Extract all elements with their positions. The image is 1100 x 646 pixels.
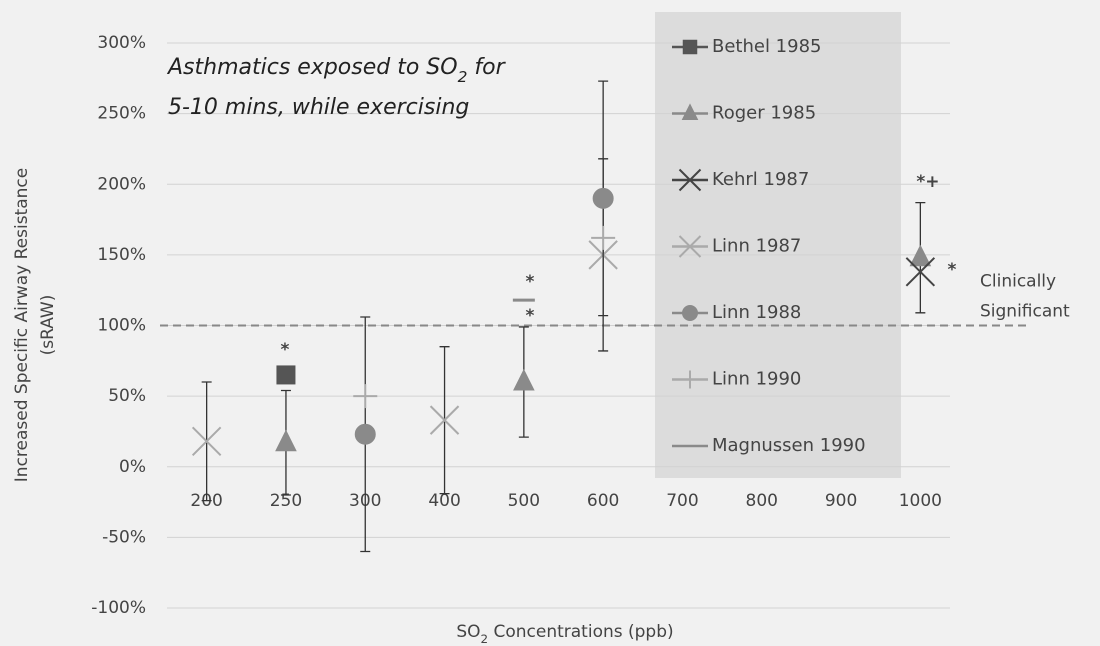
marker bbox=[429, 405, 460, 435]
marker bbox=[678, 168, 702, 192]
y-tick-label: 0% bbox=[119, 457, 146, 477]
annotation: *+ bbox=[916, 172, 939, 192]
x-tick-label: 600 bbox=[587, 491, 619, 511]
y-axis-title: Increased Specific Airway Resistance bbox=[12, 168, 32, 482]
annotation: * bbox=[526, 272, 535, 292]
reference-label: Clinically bbox=[980, 272, 1056, 292]
x-tick-label: 400 bbox=[428, 491, 460, 511]
legend-label: Bethel 1985 bbox=[712, 36, 822, 57]
legend-label: Linn 1987 bbox=[712, 236, 801, 257]
x-axis-title-part: Concentrations (ppb) bbox=[488, 622, 674, 642]
marker bbox=[681, 370, 699, 389]
marker bbox=[513, 368, 535, 391]
marker bbox=[909, 244, 932, 267]
legend-label: Kehrl 1987 bbox=[712, 169, 809, 190]
chart-title-part: for bbox=[467, 55, 506, 80]
x-axis-title-part: SO bbox=[456, 622, 480, 642]
marker bbox=[681, 103, 699, 120]
marker bbox=[353, 384, 378, 409]
y-tick-label: 150% bbox=[97, 245, 146, 265]
annotation: * bbox=[948, 260, 957, 280]
x-axis-title-part: 2 bbox=[481, 632, 489, 646]
marker bbox=[354, 423, 376, 445]
legend-label: Linn 1988 bbox=[712, 302, 801, 323]
marker bbox=[678, 235, 702, 258]
chart-title-part: 2 bbox=[458, 68, 468, 86]
chart-title: Asthmatics exposed to SO2 for bbox=[166, 55, 507, 86]
legend-label: Roger 1985 bbox=[712, 103, 816, 124]
marker bbox=[191, 426, 222, 457]
x-axis-title: SO2 Concentrations (ppb) bbox=[456, 622, 673, 646]
marker bbox=[682, 39, 698, 55]
x-tick-label: 700 bbox=[666, 491, 698, 511]
x-tick-label: 900 bbox=[825, 491, 857, 511]
y-tick-label: 100% bbox=[97, 316, 146, 336]
x-tick-label: 250 bbox=[270, 491, 302, 511]
y-tick-label: 300% bbox=[97, 33, 146, 53]
marker bbox=[591, 225, 616, 250]
x-tick-label: 800 bbox=[746, 491, 778, 511]
y-axis-title: (sRAW) bbox=[38, 295, 58, 356]
y-tick-label: 250% bbox=[97, 104, 146, 124]
marker bbox=[682, 305, 698, 321]
y-tick-label: 50% bbox=[108, 386, 146, 406]
annotation: * bbox=[281, 340, 290, 360]
chart-title: 5-10 mins, while exercising bbox=[168, 95, 469, 120]
legend-label: Magnussen 1990 bbox=[712, 435, 866, 456]
y-tick-label: 200% bbox=[97, 174, 146, 194]
annotation: * bbox=[526, 306, 535, 326]
y-tick-label: -100% bbox=[91, 598, 146, 618]
marker bbox=[592, 187, 614, 209]
y-tick-label: -50% bbox=[102, 527, 146, 547]
shaded-region bbox=[655, 12, 901, 478]
x-tick-label: 1000 bbox=[899, 491, 942, 511]
x-tick-label: 500 bbox=[508, 491, 540, 511]
reference-label: Significant bbox=[980, 302, 1070, 322]
marker bbox=[275, 429, 297, 452]
legend-label: Linn 1990 bbox=[712, 369, 801, 390]
chart-title-part: Asthmatics exposed to SO bbox=[166, 55, 458, 80]
marker bbox=[276, 365, 296, 385]
marker bbox=[905, 257, 936, 287]
